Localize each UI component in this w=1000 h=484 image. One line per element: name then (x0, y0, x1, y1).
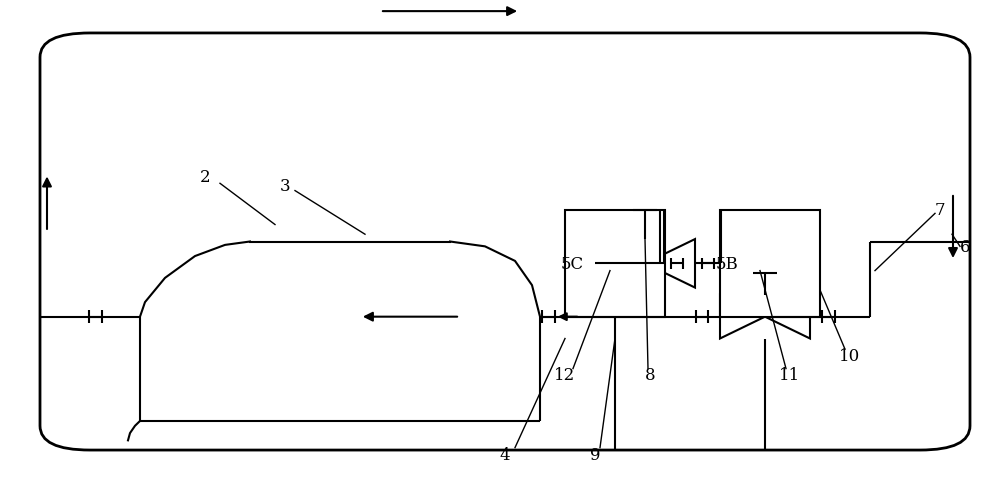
Bar (720, 211, 820, 317)
Text: 4: 4 (500, 446, 510, 464)
Text: 7: 7 (935, 202, 945, 219)
FancyBboxPatch shape (40, 34, 970, 450)
Text: 3: 3 (280, 178, 290, 195)
Text: 6: 6 (960, 238, 970, 256)
Text: 10: 10 (839, 347, 861, 364)
Text: 2: 2 (200, 168, 210, 185)
Text: 9: 9 (590, 446, 600, 464)
Text: 8: 8 (645, 366, 655, 384)
Text: 5B: 5B (716, 255, 738, 272)
Text: 11: 11 (779, 366, 801, 384)
Text: 5C: 5C (560, 255, 584, 272)
Bar (565, 211, 665, 317)
Text: 12: 12 (554, 366, 576, 384)
